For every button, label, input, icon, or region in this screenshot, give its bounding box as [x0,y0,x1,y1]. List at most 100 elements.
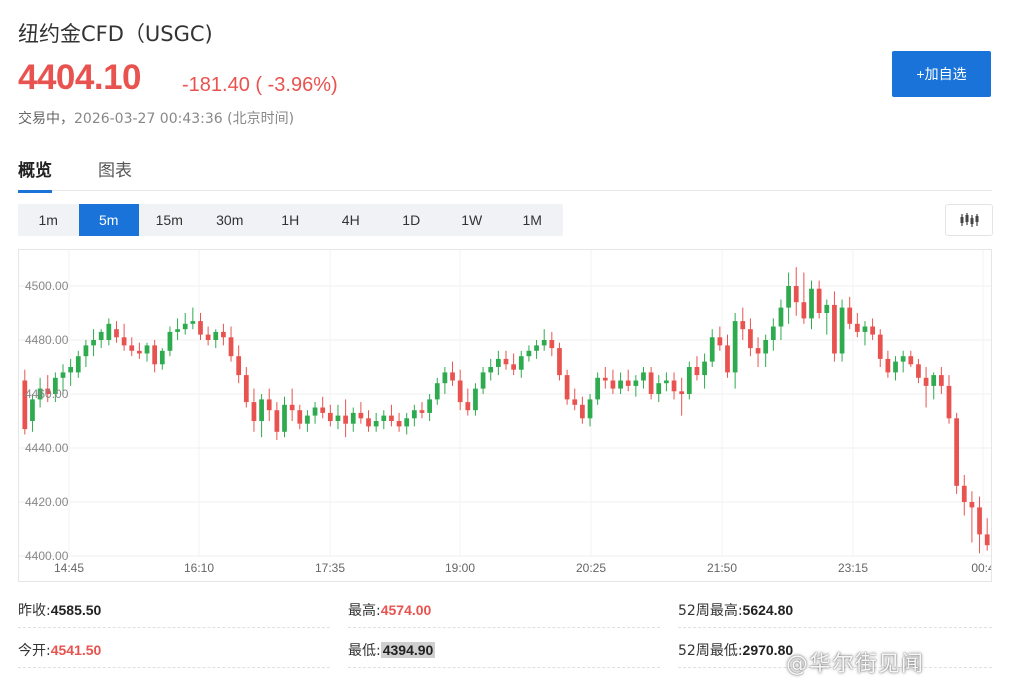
candle-body [526,350,532,357]
candle [893,356,898,381]
candle [847,296,853,330]
candle [625,369,631,392]
candle-body [595,377,601,400]
candle-body [495,358,501,367]
candle-body [717,337,723,346]
candle [144,342,150,362]
candle [221,323,226,346]
candle-body [167,331,173,351]
tab-chart[interactable]: 图表 [98,161,132,181]
quote-timestamp: 2026-03-27 00:43:36 (北京时间) [74,111,295,127]
stat-value: 4541.50 [50,641,102,658]
candle-body [236,356,242,376]
candle-body [900,356,906,362]
instrument-title: 纽约金CFD（USGC) [18,22,213,46]
candle-body [786,286,791,308]
candle [946,375,952,424]
candle [633,375,639,397]
candle [961,475,967,516]
candle-body [832,304,837,354]
period-15m[interactable]: 15m [155,212,183,228]
candle [243,367,249,408]
period-30m[interactable]: 30m [216,212,244,228]
candle [129,337,135,357]
candle-body [557,348,562,376]
candle-body [114,329,119,338]
candle [320,396,326,419]
candle-body [503,358,509,365]
candle-body [53,377,58,394]
candle [427,394,432,421]
candle-body [488,367,494,373]
candle [236,345,242,384]
candle-body [801,302,807,319]
candle [297,404,303,430]
candle-body [327,412,333,421]
candle-body [137,350,142,354]
candle-body [885,358,891,373]
stat-value: 2970.80 [742,641,794,658]
candle [259,394,264,438]
stat-label: 52周最高: [678,602,743,619]
candle [137,342,142,359]
candle [541,329,547,351]
candle [511,353,517,376]
y-tick-label: 4440.00 [25,441,69,455]
candle-body [213,331,219,340]
period-1w[interactable]: 1W [461,212,483,228]
x-tick-label: 17:35 [315,561,345,575]
stat-label: 今开: [18,642,51,659]
period-4h[interactable]: 4H [341,212,360,228]
period-1d[interactable]: 1D [402,212,421,228]
candle [755,337,761,367]
candle-body [381,415,387,421]
candle [602,367,608,389]
watermark: @华尔街见闻 [786,652,925,677]
candle [694,356,700,381]
candle-body [60,372,66,378]
period-5m[interactable]: 5m [78,204,139,236]
candle [91,329,96,357]
candle-body [931,375,937,386]
candle [266,388,272,421]
candle [381,410,387,430]
candle [770,318,776,351]
candle-body [977,507,982,535]
chart-type-toggle[interactable] [945,204,993,236]
y-tick-label: 4420.00 [25,495,69,509]
candle-body [45,388,51,394]
candle-body [274,410,280,432]
period-1m[interactable]: 1m [38,212,58,228]
candle-body [984,534,990,546]
candle [22,369,28,435]
candle [152,340,158,373]
y-tick-label: 4500.00 [25,279,69,293]
candle-body [205,334,211,340]
add-to-watchlist-button[interactable]: +加自选 [892,51,991,97]
candle-body [335,415,341,421]
candle-body [870,326,875,335]
candlestick-chart[interactable]: 4500.00 4480.00 4460.00 4440.00 4420.00 4400.… [18,249,992,582]
candle [641,367,646,389]
candle [305,410,310,432]
candle [350,407,356,432]
stat-52w-high: 52周最高: 5624.80 [678,592,992,628]
candle [518,350,524,378]
period-1h[interactable]: 1H [281,212,300,228]
stat-value: 4585.50 [50,601,102,618]
candle-body [686,367,692,394]
candle-body [641,372,646,381]
price-change: -181.40 ( -3.96%) [182,74,338,96]
tab-overview[interactable]: 概览 [18,156,52,193]
period-1mo[interactable]: 1M [522,212,542,228]
candle [748,318,753,357]
candle [954,412,959,494]
stat-value: 4574.00 [380,601,432,618]
candle [763,334,769,367]
status-label: 交易中， [18,111,74,127]
candle-body [251,402,257,421]
candle [587,394,593,427]
candle [434,377,440,405]
candle-body [37,388,43,400]
x-tick-label: 14:45 [54,561,84,575]
